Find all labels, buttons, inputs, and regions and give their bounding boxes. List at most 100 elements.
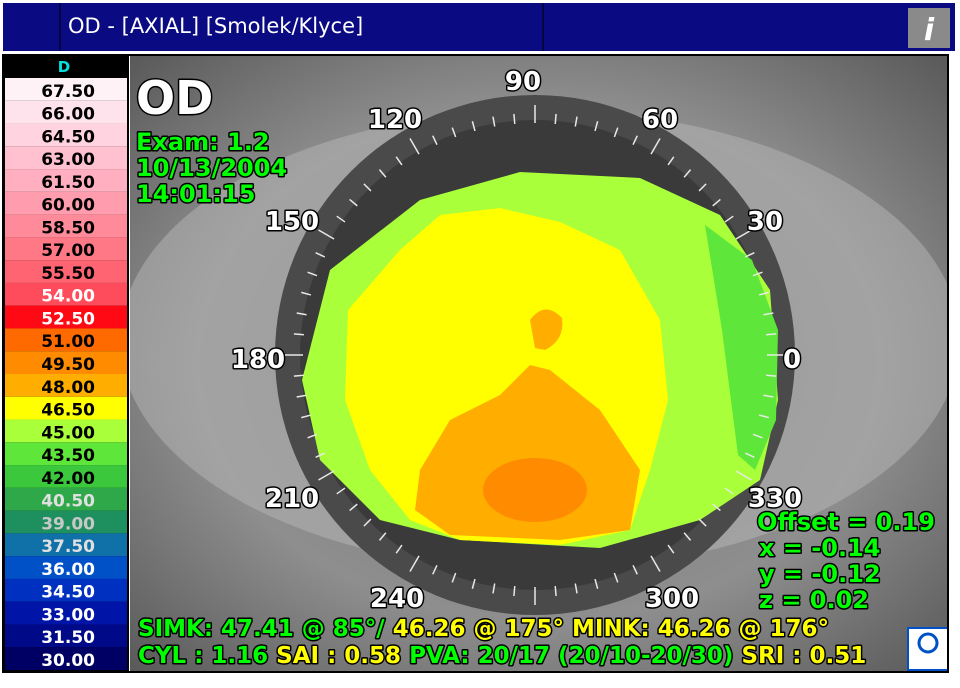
logo-mark [917,632,939,654]
tick [336,215,346,223]
scale-swatch [5,237,127,261]
tick [712,198,721,207]
scale-label: 46.50 [41,401,95,421]
tick [318,229,335,240]
angle-label: 210 [265,484,319,514]
tick [451,127,457,138]
tick [378,532,387,541]
scale-swatch [5,419,127,443]
tick [409,555,420,572]
tick [763,312,774,316]
tick [363,518,372,527]
angle-ticks [285,105,785,605]
scale-swatch [5,442,127,466]
scale-label: 67.50 [41,82,95,102]
tick [698,518,707,527]
tick [293,333,304,336]
stats-line: SIMK: 47.41 @ 85°/ 46.26 @ 175° MINK: 46… [138,616,829,642]
scale-swatch [5,282,127,306]
tick [301,291,312,296]
stat: CYL : 1.16 [138,643,268,669]
scale-label: 40.50 [41,492,95,512]
scale-label: 30.00 [41,651,95,671]
tick [724,487,734,495]
tick [632,564,638,575]
scale-label: 33.00 [41,605,95,625]
scale-label: 58.50 [41,218,95,238]
tick [307,433,318,439]
tick [758,291,769,296]
scale-swatch [5,556,127,579]
angle-label: 330 [748,484,802,514]
scale-unit: D [58,58,70,76]
scale-label: 54.00 [41,287,95,307]
tick [363,183,372,192]
stat: PVA: 20/17 (20/10-20/30) [401,643,733,669]
tick [432,135,438,146]
scale-swatch [5,601,127,625]
scale-swatch [5,647,127,670]
tick [315,452,326,458]
tick [766,333,777,336]
scale-swatch [5,123,127,147]
tick [613,572,619,583]
angle-label: 0 [783,345,801,375]
scale-swatch [5,214,127,238]
tick [650,138,661,155]
tick [554,113,557,124]
tick [735,470,752,481]
tick [349,198,358,207]
tick [378,169,387,178]
eye-label: OD [136,71,213,125]
scale-label: 31.50 [41,628,95,648]
angle-label: 150 [265,207,319,237]
tick [752,433,763,439]
tick [492,116,496,127]
tick [395,156,403,166]
scale-swatch [5,533,127,557]
tick [307,271,318,277]
scale-label: 36.00 [41,560,95,580]
offset-info: y = -0.12 [759,560,881,588]
info-icon[interactable]: i [924,13,935,48]
scale-label: 61.50 [41,173,95,193]
scale-swatch [5,510,127,534]
scale-swatch [5,465,127,488]
scale-label: 55.50 [41,264,95,284]
scale-label: 63.00 [41,150,95,170]
scale-swatch [5,374,127,397]
scale-swatch [5,260,127,283]
tick [632,135,638,146]
scale-label: 66.00 [41,105,95,125]
scale-label: 34.50 [41,583,95,603]
window-title: OD - [AXIAL] [Smolek/Klyce] [68,14,363,38]
angle-label: 240 [370,584,424,614]
tick [752,271,763,277]
tick [613,127,619,138]
scale-swatch [5,487,127,511]
angle-label: 300 [645,584,699,614]
tick [315,252,326,258]
angle-label: 120 [368,105,422,135]
scale-swatch [5,78,127,101]
tick [513,586,516,597]
tick [594,121,599,132]
scale-label: 48.00 [41,378,95,398]
tick [574,116,578,127]
angle-label: 180 [231,345,285,375]
tick [296,312,307,316]
stat: 46.26 @ 175° [385,616,564,642]
tick [301,414,312,419]
scale-swatch [5,305,127,329]
info-button[interactable] [908,8,950,48]
scale-swatch [5,100,127,124]
angle-label: 90 [505,67,541,97]
angle-label: 30 [747,207,783,237]
tick [432,564,438,575]
exam-info: 14:01:15 [136,180,255,208]
scale-label: 51.00 [41,332,95,352]
tick [763,394,774,398]
